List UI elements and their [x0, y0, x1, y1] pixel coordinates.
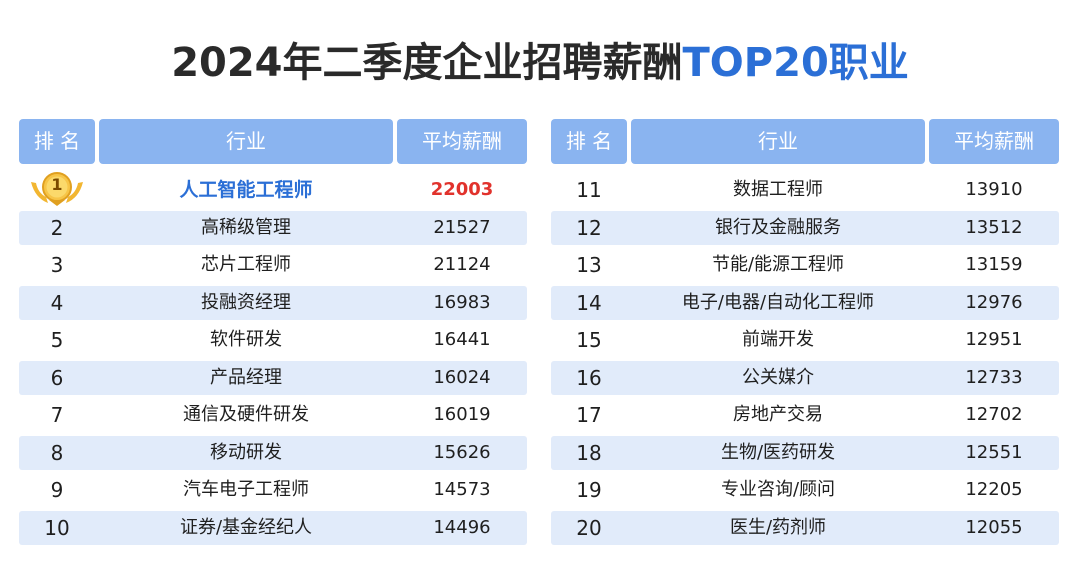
table-body: 11 数据工程师 13910 12 银行及金融服务 13512 13 节能/能源工程师 1315… [551, 173, 1059, 545]
salary-cell: 22003 [430, 179, 494, 200]
salary-cell: 13910 [965, 179, 1023, 200]
rank-cell: 17 [576, 403, 602, 427]
table-row: 20 医生/药剂师 12055 [551, 510, 1059, 545]
header-rank: 排 名 [19, 119, 95, 164]
table-row: 15 前端开发 12951 [551, 323, 1059, 357]
table-row: 1 人工智能工程师 22003 [19, 172, 527, 207]
header-salary: 平均薪酬 [929, 119, 1059, 164]
industry-cell: 移动研发 [210, 441, 282, 463]
table-row: 6 产品经理 16024 [19, 360, 527, 395]
salary-cell: 14496 [433, 516, 491, 538]
table-row: 12 银行及金融服务 13512 [551, 210, 1059, 245]
table-row: 7 通信及硬件研发 16019 [19, 398, 527, 432]
table-row: 5 软件研发 16441 [19, 323, 527, 357]
rank-cell: 3 [50, 253, 64, 277]
table-row: 11 数据工程师 13910 [551, 173, 1059, 207]
table-header: 排 名 行业 平均薪酬 [19, 119, 527, 164]
table-body: 1 人工智能工程师 22003 2 高稀级管理 21527 3 芯片工程师 21124 4 投融资经… [19, 172, 527, 545]
rank-cell: 10 [44, 515, 70, 540]
industry-cell: 银行及金融服务 [715, 216, 841, 238]
table-row: 18 生物/医药研发 12551 [551, 435, 1059, 470]
rank-cell: 14 [576, 290, 602, 315]
rank-cell: 5 [50, 328, 64, 352]
salary-cell: 12976 [965, 291, 1023, 313]
industry-cell: 产品经理 [210, 366, 282, 388]
salary-cell: 21527 [433, 216, 491, 238]
salary-cell: 12951 [965, 329, 1023, 350]
rank-cell: 15 [576, 328, 602, 352]
rank-cell: 18 [576, 440, 602, 465]
salary-cell: 12733 [965, 366, 1023, 388]
rank-cell: 8 [50, 440, 64, 465]
table-row: 17 房地产交易 12702 [551, 398, 1059, 432]
salary-cell: 12205 [965, 479, 1023, 500]
salary-cell: 14573 [433, 479, 491, 500]
industry-cell: 人工智能工程师 [179, 179, 313, 201]
industry-cell: 节能/能源工程师 [711, 254, 845, 275]
industry-cell: 证券/基金经纪人 [179, 516, 313, 538]
industry-cell: 生物/医药研发 [720, 441, 836, 463]
industry-cell: 专业咨询/顾问 [720, 479, 836, 500]
industry-cell: 芯片工程师 [201, 254, 291, 275]
industry-cell: 前端开发 [742, 329, 814, 350]
salary-cell: 16019 [433, 404, 491, 425]
table-row: 13 节能/能源工程师 13159 [551, 248, 1059, 282]
industry-cell: 软件研发 [210, 329, 282, 350]
ranking-table-left: 排 名 行业 平均薪酬 1 人工智能工程师 22003 2 高稀级管理 21527 3 芯片工… [19, 119, 527, 548]
header-salary: 平均薪酬 [397, 119, 527, 164]
salary-cell: 12055 [965, 516, 1023, 538]
header-industry: 行业 [99, 119, 393, 164]
industry-cell: 公关媒介 [742, 366, 814, 388]
table-row: 10 证券/基金经纪人 14496 [19, 510, 527, 545]
rank-cell: 12 [576, 215, 602, 240]
salary-cell: 21124 [433, 254, 491, 275]
rank-cell: 19 [576, 478, 602, 502]
title-main: 2024年二季度企业招聘薪酬 [171, 40, 683, 86]
salary-cell: 15626 [433, 441, 491, 463]
title-highlight: TOP20职业 [682, 40, 909, 86]
salary-cell: 16983 [433, 291, 491, 313]
rank-cell: 6 [50, 365, 64, 390]
page-title: 2024年二季度企业招聘薪酬TOP20职业 [0, 36, 1080, 90]
rank-cell: 16 [576, 365, 602, 390]
header-industry: 行业 [631, 119, 925, 164]
industry-cell: 房地产交易 [733, 404, 823, 425]
salary-cell: 13159 [965, 254, 1023, 275]
table-row: 3 芯片工程师 21124 [19, 248, 527, 282]
industry-cell: 投融资经理 [201, 291, 291, 313]
rank-cell: 9 [50, 478, 64, 502]
industry-cell: 汽车电子工程师 [183, 479, 309, 500]
industry-cell: 高稀级管理 [201, 216, 291, 238]
rank-cell: 11 [576, 178, 602, 202]
salary-cell: 13512 [965, 216, 1023, 238]
table-row: 19 专业咨询/顾问 12205 [551, 473, 1059, 507]
table-row: 9 汽车电子工程师 14573 [19, 473, 527, 507]
table-row: 4 投融资经理 16983 [19, 285, 527, 320]
table-header: 排 名 行业 平均薪酬 [551, 119, 1059, 164]
salary-cell: 16441 [433, 329, 491, 350]
salary-cell: 12702 [965, 404, 1023, 425]
salary-cell: 16024 [433, 366, 491, 388]
rank-cell: 13 [576, 253, 602, 277]
rank-cell: 4 [50, 290, 64, 315]
rank-number: 1 [51, 175, 63, 194]
table-row: 2 高稀级管理 21527 [19, 210, 527, 245]
table-row: 16 公关媒介 12733 [551, 360, 1059, 395]
salary-cell: 12551 [965, 441, 1023, 463]
gold-medal-icon [31, 172, 83, 206]
industry-cell: 电子/电器/自动化工程师 [681, 291, 875, 313]
rank-cell: 7 [50, 403, 64, 427]
rank-cell: 20 [576, 515, 602, 540]
industry-cell: 数据工程师 [733, 179, 823, 200]
header-rank: 排 名 [551, 119, 627, 164]
industry-cell: 通信及硬件研发 [183, 404, 309, 425]
industry-cell: 医生/药剂师 [729, 516, 827, 538]
table-row: 8 移动研发 15626 [19, 435, 527, 470]
rank-cell: 2 [50, 215, 64, 240]
ranking-table-right: 排 名 行业 平均薪酬 11 数据工程师 13910 12 银行及金融服务 13512 13… [551, 119, 1059, 548]
table-row: 14 电子/电器/自动化工程师 12976 [551, 285, 1059, 320]
